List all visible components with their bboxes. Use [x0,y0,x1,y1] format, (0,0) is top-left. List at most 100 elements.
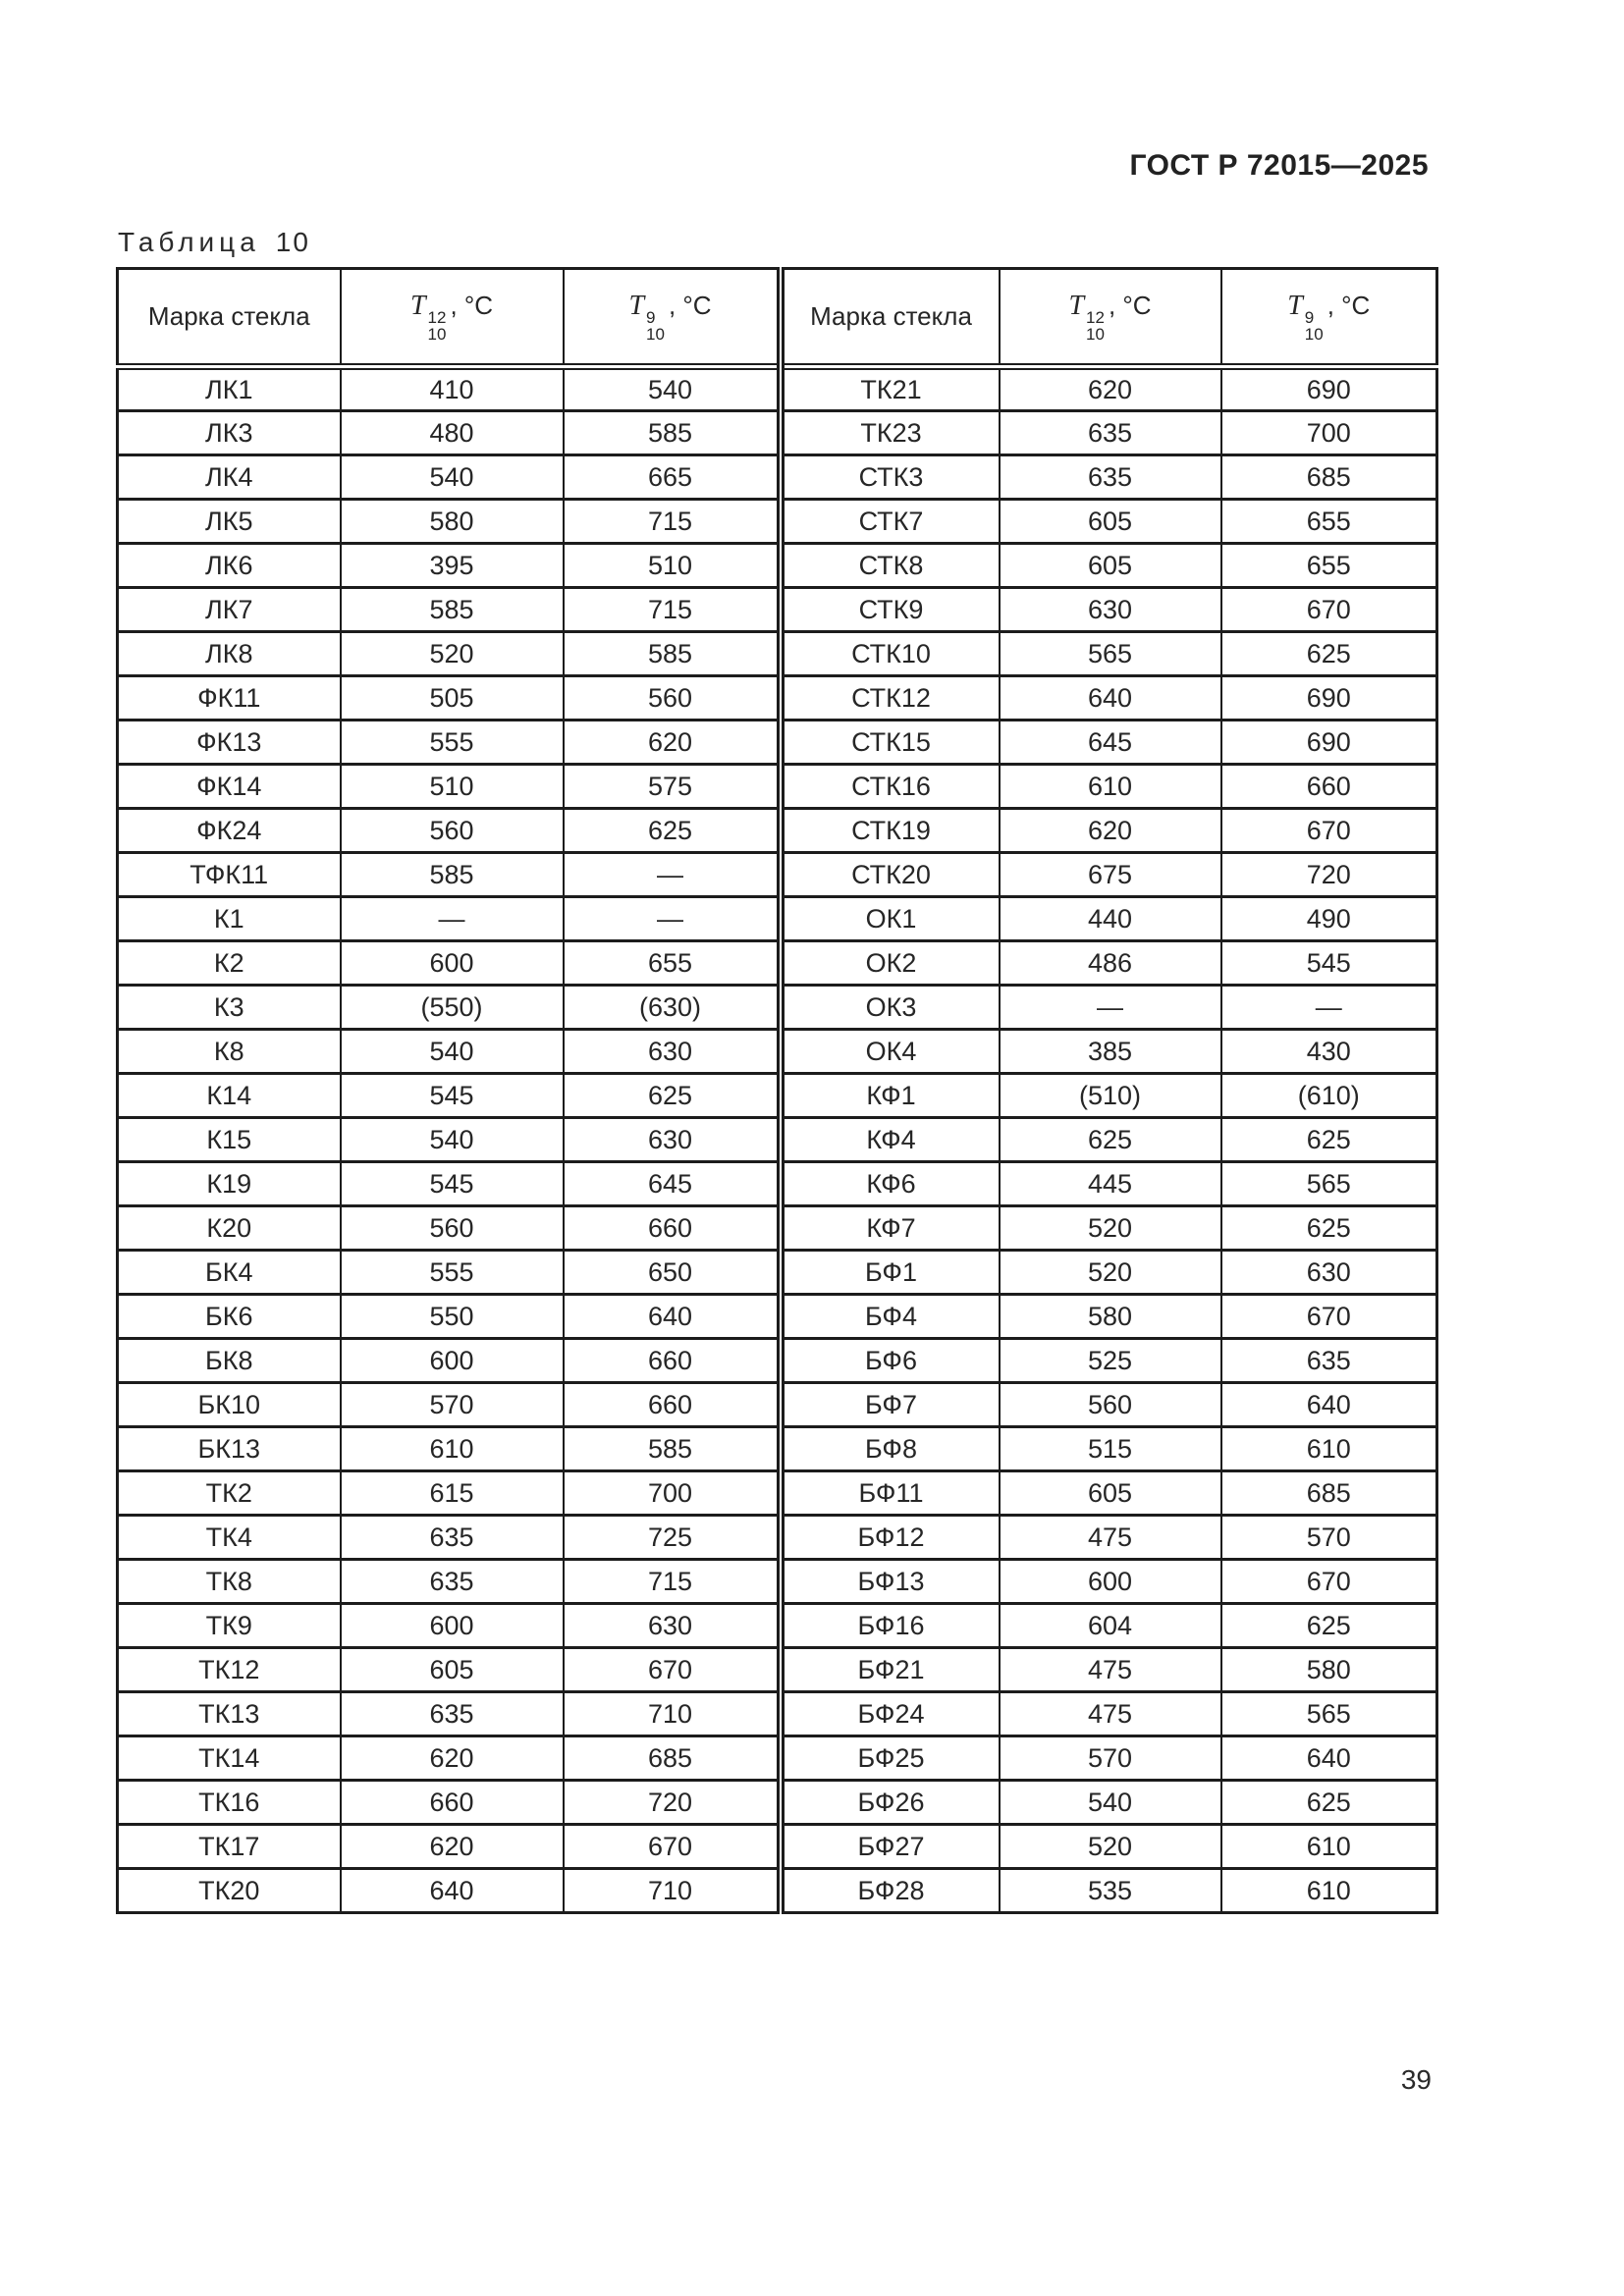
table-row: БК6 550 640 БФ4 580 670 [116,1293,1438,1340]
glass-mark-cell: СТК8 [776,542,1001,589]
glass-mark-cell: БК13 [116,1425,342,1472]
glass-mark-cell: БФ21 [776,1646,1001,1693]
table-row: ТК4 635 725 БФ12 475 570 [116,1514,1438,1561]
table-row: ТК14 620 685 БФ25 570 640 [116,1735,1438,1782]
t9-value-cell: 660 [562,1337,782,1384]
table-row: ЛК1 410 540 ТК21 620 690 [116,365,1438,412]
t12-value-cell: 600 [339,1337,565,1384]
t9-value-cell: 690 [1219,674,1438,721]
t9-value-cell: 715 [562,498,782,545]
t9-value-cell: 690 [1219,365,1438,412]
glass-mark-cell: ТК17 [116,1823,342,1870]
t12-value-cell: 600 [339,939,565,987]
glass-mark-cell: ТК2 [116,1469,342,1517]
t12-value-cell: 630 [998,586,1222,633]
t12-value-cell: 445 [998,1160,1222,1207]
t9-header-left: T 9 10, °С [562,267,782,370]
t12-value-cell: 565 [998,630,1222,677]
glass-mark-cell: БК4 [116,1249,342,1296]
t9-value-cell: 585 [562,409,782,456]
t9-value-cell: 625 [1219,1204,1438,1252]
t12-value-cell: 560 [998,1381,1222,1428]
t9-value-cell: — [562,895,782,942]
t12-value-cell: 410 [339,365,565,412]
t12-value-cell: 515 [998,1425,1222,1472]
t9-symbol: T 9 10, °С [1287,291,1371,344]
glass-mark-cell: ЛК4 [116,454,342,501]
glass-mark-cell: К8 [116,1028,342,1075]
t12-value-cell: 560 [339,807,565,854]
table-caption-label: Таблица [118,227,260,257]
t12-value-cell: 520 [998,1204,1222,1252]
table-row: ЛК3 480 585 ТК23 635 700 [116,409,1438,456]
table-row: К14 545 625 КФ1 (510) (610) [116,1072,1438,1119]
glass-mark-cell: ТФК11 [116,851,342,898]
t12-value-cell: 585 [339,851,565,898]
t12-value-cell: 486 [998,939,1222,987]
t9-value-cell: 640 [1219,1381,1438,1428]
glass-marks-table: Марка стекла T 12 10, °С T 9 10, °С Марка ст… [116,267,1438,1914]
table-row: ТК16 660 720 БФ26 540 625 [116,1779,1438,1826]
table-row: К8 540 630 ОК4 385 430 [116,1028,1438,1075]
glass-mark-cell: КФ7 [776,1204,1001,1252]
glass-mark-cell: БК10 [116,1381,342,1428]
glass-mark-cell: КФ6 [776,1160,1001,1207]
t9-value-cell: 720 [1219,851,1438,898]
table-row: ЛК5 580 715 СТК7 605 655 [116,498,1438,545]
t12-value-cell: 635 [339,1558,565,1605]
t12-value-cell: 520 [998,1249,1222,1296]
t12-value-cell: 600 [339,1602,565,1649]
t9-value-cell: — [1219,984,1438,1031]
glass-mark-cell: ТК8 [116,1558,342,1605]
glass-mark-cell: БФ28 [776,1867,1001,1914]
t9-value-cell: 630 [562,1602,782,1649]
table-row: К2 600 655 ОК2 486 545 [116,939,1438,987]
t12-value-cell: 620 [339,1823,565,1870]
glass-mark-cell: БФ16 [776,1602,1001,1649]
glass-mark-cell: БФ25 [776,1735,1001,1782]
t12-value-cell: 475 [998,1514,1222,1561]
t9-value-cell: 670 [1219,1558,1438,1605]
table-row: ФК11 505 560 СТК12 640 690 [116,674,1438,721]
glass-mark-cell: БФ11 [776,1469,1001,1517]
t9-value-cell: 640 [1219,1735,1438,1782]
t12-value-cell: 635 [998,409,1222,456]
t9-value-cell: 490 [1219,895,1438,942]
t12-value-cell: 600 [998,1558,1222,1605]
t12-value-cell: 635 [339,1690,565,1737]
t9-value-cell: 565 [1219,1690,1438,1737]
table-row: ЛК6 395 510 СТК8 605 655 [116,542,1438,589]
t12-value-cell: 605 [998,498,1222,545]
glass-mark-cell: БФ27 [776,1823,1001,1870]
t9-value-cell: — [562,851,782,898]
t9-value-cell: 625 [1219,1602,1438,1649]
glass-mark-cell: ОК2 [776,939,1001,987]
table-row: ФК14 510 575 СТК16 610 660 [116,763,1438,810]
glass-mark-cell: СТК16 [776,763,1001,810]
table-row: ТК20 640 710 БФ28 535 610 [116,1867,1438,1914]
table-row: ТК8 635 715 БФ13 600 670 [116,1558,1438,1605]
t12-value-cell: 525 [998,1337,1222,1384]
glass-mark-cell: ЛК7 [116,586,342,633]
t9-value-cell: 670 [562,1823,782,1870]
t12-symbol: T 12 10, °С [409,291,494,344]
t12-value-cell: 510 [339,763,565,810]
glass-mark-cell: СТК7 [776,498,1001,545]
glass-mark-cell: ТК20 [116,1867,342,1914]
t9-value-cell: 645 [562,1160,782,1207]
t12-value-cell: 580 [998,1293,1222,1340]
glass-mark-cell: ЛК3 [116,409,342,456]
t12-value-cell: 640 [998,674,1222,721]
t12-value-cell: 620 [998,807,1222,854]
t12-value-cell: 520 [339,630,565,677]
glass-mark-cell: БФ12 [776,1514,1001,1561]
t12-value-cell: 570 [998,1735,1222,1782]
t9-value-cell: 580 [1219,1646,1438,1693]
table-row: БК4 555 650 БФ1 520 630 [116,1249,1438,1296]
glass-mark-cell: СТК15 [776,719,1001,766]
t12-value-cell: 385 [998,1028,1222,1075]
t12-value-cell: 555 [339,719,565,766]
t9-value-cell: 685 [1219,1469,1438,1517]
t12-header-left: T 12 10, °С [339,267,565,370]
table-row: К20 560 660 КФ7 520 625 [116,1204,1438,1252]
